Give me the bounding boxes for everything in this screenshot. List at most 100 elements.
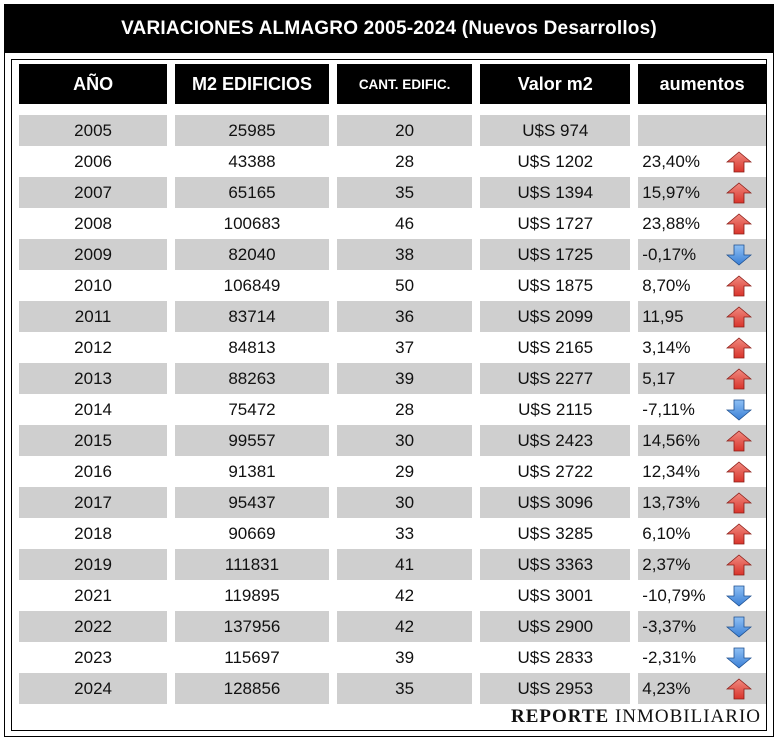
table-row: 2006 43388 28 U$S 1202 23,40% bbox=[19, 146, 766, 177]
cell-m2: 84813 bbox=[228, 337, 276, 357]
table-row: 2021 119895 42 U$S 3001 -10,79% bbox=[19, 580, 766, 611]
cell-valor: U$S 2165 bbox=[517, 337, 594, 357]
aumento-value: 5,17 bbox=[642, 368, 676, 388]
cell-aumento: 14,56% bbox=[638, 425, 766, 456]
arrow-up-icon bbox=[725, 305, 753, 328]
arrow-up-icon bbox=[725, 367, 753, 390]
cell-valor: U$S 3285 bbox=[517, 523, 594, 543]
arrow-up-icon bbox=[725, 181, 753, 204]
cell-cant: 36 bbox=[336, 301, 473, 332]
aumento-value: -7,11% bbox=[642, 399, 695, 419]
aumento-value: -3,37% bbox=[642, 616, 697, 636]
cell-valor: U$S 2833 bbox=[517, 647, 594, 667]
table-row: 2007 65165 35 U$S 1394 15,97% bbox=[19, 177, 766, 208]
cell-aumento: 8,70% bbox=[638, 270, 766, 301]
table-row: 2014 75472 28 U$S 2115 -7,11% bbox=[19, 394, 766, 425]
cell-anio: 2024 bbox=[19, 673, 168, 704]
header-row: AÑO M2 EDIFICIOS CANT. EDIFIC. Valor m2 … bbox=[19, 64, 766, 104]
cell-m2: 137956 bbox=[175, 611, 329, 642]
cell-valor: U$S 3096 bbox=[480, 487, 631, 518]
arrow-down-icon bbox=[725, 399, 753, 421]
cell-aumento bbox=[638, 115, 766, 146]
arrow-up-icon bbox=[725, 677, 753, 700]
table-row: 2023 115697 39 U$S 2833 -2,31% bbox=[19, 642, 766, 673]
header-m2: M2 EDIFICIOS bbox=[175, 64, 329, 104]
cell-aumento: 23,40% bbox=[638, 146, 766, 177]
cell-m2: 43388 bbox=[228, 151, 276, 171]
cell-valor: U$S 2900 bbox=[480, 611, 631, 642]
cell-anio: 2005 bbox=[19, 115, 168, 146]
table-row: 2005 25985 20 U$S 974 bbox=[19, 115, 766, 146]
cell-anio: 2011 bbox=[19, 301, 168, 332]
header-valor: Valor m2 bbox=[480, 64, 631, 104]
cell-cant: 30 bbox=[336, 487, 473, 518]
arrow-down-icon bbox=[725, 585, 753, 607]
cell-valor: U$S 3363 bbox=[480, 549, 631, 580]
cell-aumento: 12,34% bbox=[638, 456, 766, 487]
table-row: 2015 99557 30 U$S 2423 14,56% bbox=[19, 425, 766, 456]
cell-aumento: -0,17% bbox=[638, 239, 766, 270]
cell-cant: 37 bbox=[395, 337, 415, 357]
table-row: 2018 90669 33 U$S 3285 6,10% bbox=[19, 518, 766, 549]
cell-valor: U$S 1727 bbox=[517, 213, 594, 233]
cell-aumento: 5,17 bbox=[638, 363, 766, 394]
cell-aumento: 2,37% bbox=[638, 549, 766, 580]
cell-aumento: 3,14% bbox=[638, 332, 766, 363]
cell-anio: 2021 bbox=[74, 585, 112, 605]
cell-m2: 65165 bbox=[175, 177, 329, 208]
arrow-up-icon bbox=[725, 522, 753, 545]
cell-valor: U$S 1725 bbox=[480, 239, 631, 270]
table-row: 2009 82040 38 U$S 1725 -0,17% bbox=[19, 239, 766, 270]
cell-valor: U$S 2099 bbox=[480, 301, 631, 332]
aumento-value: 8,70% bbox=[642, 275, 691, 295]
header-cant: CANT. EDIFIC. bbox=[336, 64, 473, 104]
cell-cant: 38 bbox=[336, 239, 473, 270]
cell-m2: 82040 bbox=[175, 239, 329, 270]
cell-m2: 115697 bbox=[224, 647, 280, 667]
table-row: 2008 100683 46 U$S 1727 23,88% bbox=[19, 208, 766, 239]
aumento-value: 13,73% bbox=[642, 492, 700, 512]
cell-cant: 20 bbox=[336, 115, 473, 146]
cell-anio: 2018 bbox=[74, 523, 112, 543]
cell-valor: U$S 2423 bbox=[480, 425, 631, 456]
brand-part1: REPORTE bbox=[511, 706, 610, 727]
table-row: 2019 111831 41 U$S 3363 2,37% bbox=[19, 549, 766, 580]
cell-valor: U$S 2115 bbox=[518, 399, 593, 419]
cell-valor: U$S 1394 bbox=[480, 177, 631, 208]
cell-aumento: -3,37% bbox=[638, 611, 766, 642]
cell-aumento: -2,31% bbox=[638, 642, 766, 673]
table-body: 2005 25985 20 U$S 974 2006 43388 28 U$S 1202 23,… bbox=[19, 115, 766, 704]
cell-m2: 119895 bbox=[224, 585, 280, 605]
cell-valor: U$S 2277 bbox=[480, 363, 631, 394]
cell-anio: 2014 bbox=[74, 399, 112, 419]
aumento-value: 23,40% bbox=[642, 151, 700, 171]
arrow-up-icon bbox=[725, 274, 753, 297]
arrow-down-icon bbox=[725, 244, 753, 266]
cell-aumento: 4,23% bbox=[638, 673, 766, 704]
cell-aumento: 23,88% bbox=[638, 208, 766, 239]
header-aumentos: aumentos bbox=[638, 64, 766, 104]
cell-cant: 35 bbox=[336, 673, 473, 704]
cell-anio: 2007 bbox=[19, 177, 168, 208]
cell-cant: 30 bbox=[336, 425, 473, 456]
aumento-value: 3,14% bbox=[642, 337, 691, 357]
cell-m2: 83714 bbox=[175, 301, 329, 332]
cell-cant: 28 bbox=[395, 399, 415, 419]
table-row: 2022 137956 42 U$S 2900 -3,37% bbox=[19, 611, 766, 642]
data-table: AÑO M2 EDIFICIOS CANT. EDIFIC. Valor m2 … bbox=[19, 64, 766, 704]
brand-part2: INMOBILIARIO bbox=[614, 706, 761, 727]
cell-anio: 2008 bbox=[74, 213, 112, 233]
arrow-down-icon bbox=[725, 616, 753, 638]
cell-m2: 88263 bbox=[175, 363, 329, 394]
cell-cant: 35 bbox=[336, 177, 473, 208]
brand-logo: REPORTE INMOBILIARIO bbox=[511, 706, 761, 728]
cell-anio: 2016 bbox=[74, 461, 112, 481]
page-title: VARIACIONES ALMAGRO 2005-2024 (Nuevos De… bbox=[5, 5, 773, 53]
cell-cant: 33 bbox=[395, 523, 415, 543]
cell-aumento: 6,10% bbox=[638, 518, 766, 549]
arrow-up-icon bbox=[725, 150, 753, 173]
cell-anio: 2022 bbox=[19, 611, 168, 642]
arrow-up-icon bbox=[725, 212, 753, 235]
report-frame: VARIACIONES ALMAGRO 2005-2024 (Nuevos De… bbox=[4, 4, 774, 737]
cell-anio: 2009 bbox=[19, 239, 168, 270]
